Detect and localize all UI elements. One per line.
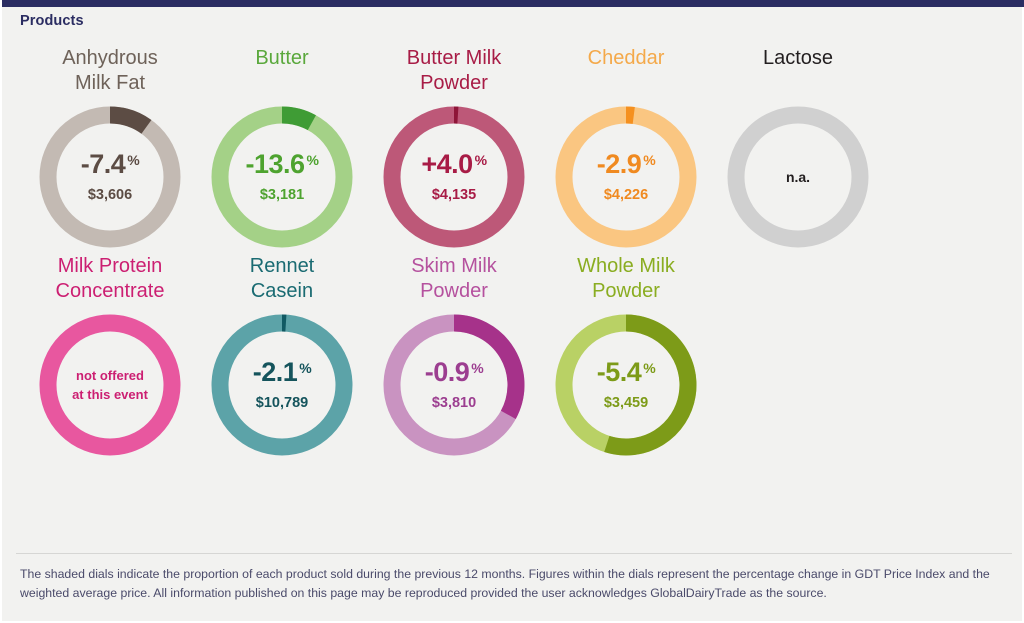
product-title-milk-protein-concentrate: Milk Protein Concentrate: [56, 252, 165, 310]
product-title-line: Concentrate: [55, 280, 165, 302]
product-card-rennet-casein[interactable]: Rennet Casein -2.1% $10,789: [196, 252, 368, 460]
donut-svg: [39, 106, 181, 248]
donut-dial-lactose[interactable]: n.a.: [723, 102, 873, 252]
product-row-2: Milk Protein Concentrate not offered at thi…: [2, 252, 1022, 460]
footnote-divider: [16, 553, 1012, 554]
donut-track: [211, 314, 353, 456]
donut-dial-anhydrous-milk-fat[interactable]: -7.4% $3,606: [35, 102, 185, 252]
product-title-anhydrous-milk-fat: Anhydrous Milk Fat: [62, 44, 158, 102]
product-title-line: Rennet: [249, 255, 315, 277]
donut-share-arc: [109, 106, 152, 134]
product-grid: Anhydrous Milk Fat -7.4% $3,606 Butter -13.6%…: [2, 38, 1022, 460]
product-title-whole-milk-powder: Whole Milk Powder: [577, 252, 675, 310]
row-left-spacer: [2, 38, 24, 252]
donut-dial-milk-protein-concentrate[interactable]: not offered at this event: [35, 310, 185, 460]
product-title-lactose: Lactose: [763, 44, 833, 102]
donut-share-arc: [281, 106, 316, 131]
donut-dial-cheddar[interactable]: -2.9% $4,226: [551, 102, 701, 252]
product-title-line: Whole Milk: [577, 255, 675, 277]
product-card-milk-protein-concentrate[interactable]: Milk Protein Concentrate not offered at thi…: [24, 252, 196, 460]
top-accent-bar: [2, 0, 1024, 7]
donut-svg: [727, 106, 869, 248]
product-title-line: Cheddar: [587, 47, 665, 69]
product-title-line: Skim Milk: [411, 255, 497, 277]
product-title-butter-milk-powder: Butter Milk Powder: [407, 44, 501, 102]
row-left-spacer: [2, 252, 24, 460]
product-card-cheddar[interactable]: Cheddar -2.9% $4,226: [540, 38, 712, 252]
donut-svg: [211, 106, 353, 248]
donut-dial-butter[interactable]: -13.6% $3,181: [207, 102, 357, 252]
donut-track: [555, 106, 697, 248]
product-card-skim-milk-powder[interactable]: Skim Milk Powder -0.9% $3,810: [368, 252, 540, 460]
donut-svg: [555, 106, 697, 248]
donut-track: [39, 314, 181, 456]
donut-track: [727, 106, 869, 248]
product-title-line: Powder: [420, 280, 488, 302]
product-title-line: Powder: [592, 280, 660, 302]
product-title-line: Butter Milk: [406, 47, 502, 69]
product-title-line: Milk Protein: [57, 255, 163, 277]
product-title-line: Milk Fat: [75, 72, 145, 94]
donut-svg: [383, 106, 525, 248]
product-row-1: Anhydrous Milk Fat -7.4% $3,606 Butter -13.6%…: [2, 38, 1022, 252]
footnote-text: The shaded dials indicate the proportion…: [20, 567, 990, 600]
donut-share-arc: [453, 314, 525, 419]
product-title-butter: Butter: [255, 44, 308, 102]
donut-svg: [383, 314, 525, 456]
page-title: Products: [20, 13, 84, 29]
product-card-butter-milk-powder[interactable]: Butter Milk Powder +4.0% $4,135: [368, 38, 540, 252]
product-title-line: Casein: [250, 280, 314, 302]
product-card-whole-milk-powder[interactable]: Whole Milk Powder -5.4% $3,459: [540, 252, 712, 460]
product-title-line: Butter: [255, 47, 309, 69]
product-card-lactose[interactable]: Lactose n.a.: [712, 38, 884, 252]
donut-svg: [211, 314, 353, 456]
product-title-line: Anhydrous: [62, 47, 158, 69]
product-title-line: Lactose: [762, 47, 834, 69]
donut-track: [383, 106, 525, 248]
product-title-skim-milk-powder: Skim Milk Powder: [411, 252, 497, 310]
donut-dial-butter-milk-powder[interactable]: +4.0% $4,135: [379, 102, 529, 252]
product-title-line: Powder: [420, 72, 488, 94]
donut-svg: [39, 314, 181, 456]
product-card-anhydrous-milk-fat[interactable]: Anhydrous Milk Fat -7.4% $3,606: [24, 38, 196, 252]
product-title-cheddar: Cheddar: [588, 44, 665, 102]
product-title-rennet-casein: Rennet Casein: [250, 252, 315, 310]
donut-svg: [555, 314, 697, 456]
donut-track: [39, 106, 181, 248]
donut-dial-whole-milk-powder[interactable]: -5.4% $3,459: [551, 310, 701, 460]
donut-track: [211, 106, 353, 248]
product-card-butter[interactable]: Butter -13.6% $3,181: [196, 38, 368, 252]
donut-dial-rennet-casein[interactable]: -2.1% $10,789: [207, 310, 357, 460]
donut-share-arc: [604, 314, 697, 456]
donut-dial-skim-milk-powder[interactable]: -0.9% $3,810: [379, 310, 529, 460]
